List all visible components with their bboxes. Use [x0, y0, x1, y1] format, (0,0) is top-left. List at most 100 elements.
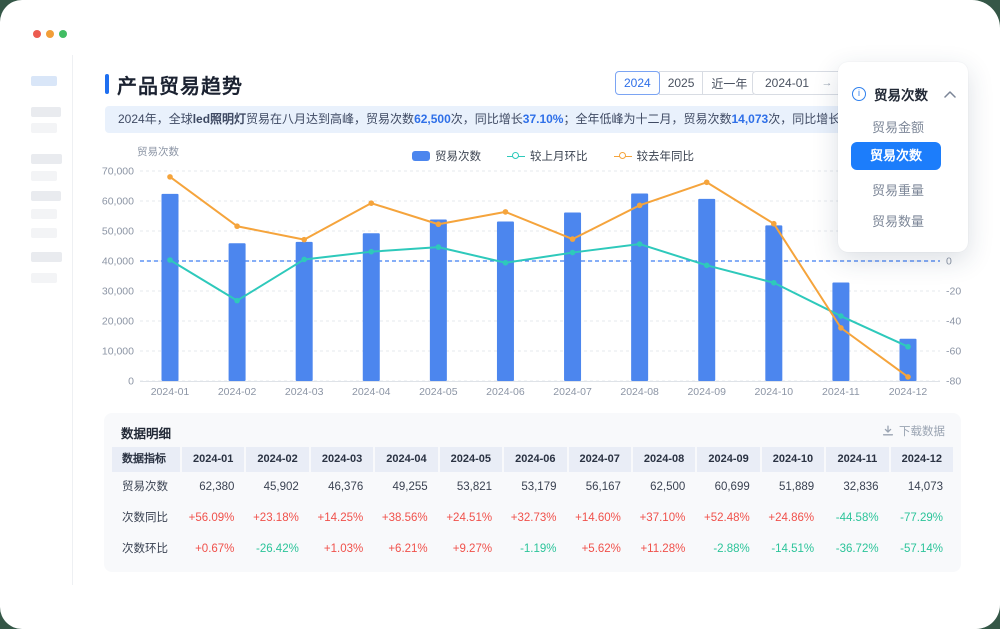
data-point-2024-02[interactable] [234, 223, 240, 230]
data-point-2024-03[interactable] [301, 236, 307, 243]
data-point-2024-11[interactable] [838, 325, 844, 331]
data-point-2024-07[interactable] [569, 236, 576, 242]
metric-option-贸易数量[interactable]: 贸易数量 [872, 214, 925, 229]
bar-2024-07[interactable] [564, 212, 582, 381]
metric-option-贸易重量[interactable]: 贸易重量 [872, 183, 925, 198]
table-header-2024-08: 2024-08 [632, 447, 696, 472]
bar-2024-05[interactable] [429, 219, 447, 381]
cell-次数同比-2024-03: +14.25% [317, 512, 364, 524]
maximize-window-button[interactable] [59, 30, 67, 38]
bar-series-贸易次数[interactable] [161, 193, 917, 382]
data-point-2024-05[interactable] [435, 244, 442, 250]
summary-banner: 2024年，全球led照明灯贸易在八月达到高峰，贸易次数62,500次，同比增长… [105, 106, 882, 133]
cell-贸易次数-2024-12: 14,073 [907, 481, 943, 493]
x-axis-label-2024-04: 2024-04 [352, 386, 391, 398]
data-point-2024-07[interactable] [569, 249, 576, 256]
download-data-button[interactable]: 下载数据 [882, 423, 945, 439]
bar-2024-03[interactable] [295, 241, 313, 381]
summary-highlight-value: 37.10% [522, 112, 564, 126]
bar-2024-06[interactable] [496, 221, 514, 381]
bar-2024-11[interactable] [832, 282, 850, 381]
data-point-2024-06[interactable] [502, 209, 509, 215]
data-point-2024-01[interactable] [167, 257, 173, 263]
table-header-数据指标: 数据指标 [112, 447, 180, 472]
data-point-2024-05[interactable] [435, 221, 442, 228]
row-label-次数环比: 次数环比 [122, 543, 168, 555]
legend-item-贸易次数[interactable]: 贸易次数 [412, 148, 481, 164]
cell-次数同比-2024-06: +32.73% [510, 512, 557, 524]
sidebar-skeleton-item [31, 228, 57, 238]
data-point-2024-04[interactable] [368, 248, 375, 255]
data-point-2024-02[interactable] [234, 297, 240, 304]
legend-bar-swatch [412, 151, 430, 161]
data-point-2024-10[interactable] [771, 220, 777, 227]
trade-trend-chart[interactable]: 0 -80 10,000 -60 20,000 -40 30,000 -20 40,000 0 50… [88, 140, 978, 402]
legend-label: 贸易次数 [435, 151, 481, 163]
data-point-2024-01[interactable] [167, 174, 173, 180]
period-tab-2025[interactable]: 2025 [658, 71, 704, 95]
chart-legend: 贸易次数 较上月环比 较去年同比 [116, 148, 990, 164]
period-tab-近一年[interactable]: 近一年 [702, 71, 757, 95]
sidebar-divider [72, 55, 73, 585]
right-axis-tick: 0 [946, 256, 952, 268]
data-point-2024-12[interactable] [905, 343, 911, 350]
data-point-2024-08[interactable] [636, 241, 643, 247]
bar-2024-09[interactable] [698, 198, 716, 381]
table-header-2024-09: 2024-09 [697, 447, 760, 472]
left-axis-tick: 70,000 [102, 166, 134, 178]
cell-次数环比-2024-10: -14.51% [771, 543, 815, 555]
metric-option-贸易金额[interactable]: 贸易金额 [872, 120, 925, 135]
line-series-较上月环比[interactable] [167, 241, 911, 350]
chevron-up-icon [944, 90, 956, 98]
right-axis-tick: -80 [946, 376, 961, 388]
bar-2024-04[interactable] [362, 233, 380, 381]
data-point-2024-09[interactable] [703, 179, 710, 186]
bar-2024-08[interactable] [631, 193, 649, 382]
period-tab-2024[interactable]: 2024 [615, 71, 660, 95]
download-icon [882, 425, 894, 436]
x-axis-label-2024-06: 2024-06 [486, 386, 525, 398]
x-axis-label-2024-07: 2024-07 [553, 386, 592, 398]
bar-2024-12[interactable] [899, 338, 917, 381]
cell-次数环比-2024-03: +1.03% [323, 543, 364, 555]
data-point-2024-12[interactable] [905, 374, 911, 380]
legend-line-swatch [613, 152, 632, 161]
data-detail-section: 数据明细 下载数据 数据指标 2024-01 2024-02 2024-03 2024-… [104, 413, 961, 572]
cell-次数同比-2024-05: +24.51% [446, 512, 493, 524]
x-axis-label-2024-02: 2024-02 [218, 386, 257, 398]
metric-dropdown: i 贸易次数 贸易金额 贸易次数 贸易重量 贸易数量 [838, 62, 968, 252]
cell-次数环比-2024-01: +0.67% [195, 543, 235, 555]
data-point-2024-11[interactable] [838, 313, 844, 319]
legend-item-较去年同比[interactable]: 较去年同比 [613, 148, 694, 164]
data-point-2024-10[interactable] [771, 279, 777, 286]
cell-次数同比-2024-12: -77.29% [900, 512, 943, 524]
data-point-2024-09[interactable] [703, 262, 710, 269]
cell-次数环比-2024-04: +6.21% [388, 543, 428, 555]
bar-2024-01[interactable] [161, 193, 179, 381]
close-window-button[interactable] [33, 30, 41, 38]
data-point-2024-04[interactable] [368, 200, 375, 206]
table-header-2024-03: 2024-03 [310, 447, 374, 472]
cell-次数环比-2024-05: +9.27% [452, 543, 493, 555]
table-header-2024-02: 2024-02 [246, 447, 309, 472]
data-point-2024-06[interactable] [502, 259, 509, 266]
line-path [169, 243, 909, 348]
bar-2024-10[interactable] [765, 225, 783, 381]
cell-贸易次数-2024-10: 51,889 [778, 481, 815, 493]
metric-option-贸易次数[interactable]: 贸易次数 [851, 142, 941, 170]
cell-次数同比-2024-08: +37.10% [639, 512, 686, 524]
line-series-较去年同比[interactable] [167, 174, 911, 380]
data-point-2024-08[interactable] [636, 202, 643, 209]
metric-selected-label: 贸易次数 [874, 88, 928, 103]
cell-贸易次数-2024-02: 45,902 [263, 481, 299, 493]
data-point-2024-03[interactable] [301, 256, 307, 263]
summary-text: 贸易在八月达到高峰，贸易次数 [246, 112, 415, 126]
legend-item-较上月环比[interactable]: 较上月环比 [507, 148, 588, 164]
minimize-window-button[interactable] [46, 30, 54, 38]
cell-次数同比-2024-02: +23.18% [253, 512, 299, 524]
cell-次数环比-2024-11: -36.72% [835, 543, 879, 555]
metric-dropdown-header[interactable]: i 贸易次数 [852, 84, 956, 104]
sidebar-skeleton-item [31, 123, 57, 133]
cell-次数同比-2024-11: -44.58% [835, 512, 879, 524]
bar-2024-02[interactable] [228, 243, 246, 381]
